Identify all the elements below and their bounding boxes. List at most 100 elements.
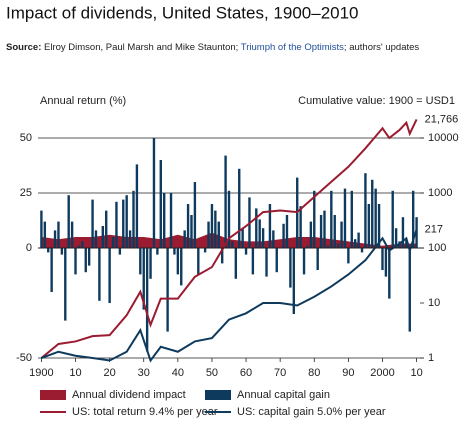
bar	[231, 241, 234, 248]
bar	[347, 248, 350, 264]
bar	[394, 228, 398, 248]
bar	[81, 241, 84, 248]
bar	[224, 155, 227, 248]
bar	[227, 190, 231, 248]
source: Source: Elroy Dimson, Paul Marsh and Mik…	[6, 42, 419, 53]
bar	[128, 230, 132, 248]
bar	[282, 223, 285, 248]
bar	[115, 201, 118, 248]
bar	[180, 248, 183, 286]
bar	[302, 248, 306, 275]
y-tick-label: 0	[26, 242, 32, 254]
bar	[40, 210, 43, 248]
bar	[381, 248, 384, 270]
bar	[64, 248, 67, 321]
bar	[217, 221, 220, 248]
x-tick-label: 30	[138, 367, 150, 379]
bar	[47, 248, 50, 253]
y2-tick-label: 1000	[428, 187, 452, 199]
bar	[241, 228, 244, 248]
bar	[50, 248, 53, 292]
bar	[67, 195, 70, 248]
y-tick-label: -50	[16, 352, 32, 364]
bar	[159, 160, 162, 248]
bar	[238, 168, 241, 248]
bar	[220, 248, 224, 264]
y2-tick-label: 10000	[428, 132, 459, 144]
bar	[374, 188, 377, 248]
bar	[377, 204, 381, 248]
x-tick-label: 20	[104, 367, 116, 379]
x-tick-label: 1900	[29, 367, 53, 379]
bar	[265, 248, 268, 277]
bar	[357, 232, 360, 248]
value-label: 21,766	[425, 113, 459, 125]
bar	[118, 248, 122, 255]
bar	[135, 164, 139, 248]
bar	[285, 215, 289, 248]
y-tick-label: 50	[20, 132, 32, 144]
bar	[111, 237, 115, 248]
chart-title: Impact of dividends, United States, 1900…	[6, 3, 359, 22]
source-link[interactable]: Triumph of the Optimists	[241, 42, 344, 53]
bar	[275, 248, 278, 273]
bar	[166, 248, 169, 332]
legend-label: US: total return 9.4% per year	[72, 406, 218, 418]
bar	[163, 193, 166, 248]
bar	[234, 248, 238, 279]
bar	[132, 190, 135, 248]
x-tick-label: 80	[308, 367, 320, 379]
bar	[57, 221, 60, 248]
bar	[313, 190, 316, 248]
legend-label: US: capital gain 5.0% per year	[237, 406, 386, 418]
legend-label: Annual dividend impact	[72, 389, 186, 401]
bar	[292, 248, 295, 314]
x-tick-label: 50	[206, 367, 218, 379]
bar	[173, 248, 176, 255]
bar	[169, 193, 173, 248]
source-label: Source:	[6, 42, 41, 53]
bar	[193, 182, 197, 248]
bar	[401, 217, 405, 248]
bar	[306, 245, 309, 248]
bar	[145, 248, 149, 352]
bar	[105, 210, 108, 248]
bar	[125, 195, 128, 248]
bar	[139, 248, 142, 275]
x-tick-label: 10	[410, 367, 422, 379]
bar	[176, 248, 180, 275]
bar	[74, 248, 77, 275]
x-tick-label: 90	[342, 367, 354, 379]
bar	[354, 239, 357, 248]
bar	[360, 248, 364, 253]
bar	[323, 210, 326, 248]
x-tick-label: 2000	[370, 367, 394, 379]
x-tick-label: 60	[240, 367, 252, 379]
bar	[91, 199, 94, 248]
x-tick-label: 70	[274, 367, 286, 379]
bar	[87, 248, 91, 266]
bar	[214, 210, 217, 248]
legend-swatch	[205, 390, 231, 400]
bar	[261, 228, 265, 248]
bar	[77, 245, 81, 248]
y2-tick-label: 1	[428, 352, 434, 364]
y2-axis-label: Cumulative value: 1900 = USD1	[298, 95, 455, 107]
legend-label: Annual capital gain	[237, 389, 330, 401]
bar	[101, 226, 104, 248]
bar	[411, 190, 415, 248]
bar	[408, 248, 411, 332]
bar	[336, 243, 340, 248]
bar	[319, 215, 323, 248]
value-label: 217	[425, 223, 443, 235]
bar	[255, 208, 258, 248]
bar	[210, 204, 214, 248]
bar	[186, 204, 190, 248]
source-text: Elroy Dimson, Paul Marsh and Mike Staunt…	[44, 42, 238, 53]
bar	[84, 248, 87, 273]
bar	[43, 221, 47, 248]
y2-tick-label: 100	[428, 242, 446, 254]
bar	[94, 230, 98, 248]
bar	[364, 173, 367, 248]
